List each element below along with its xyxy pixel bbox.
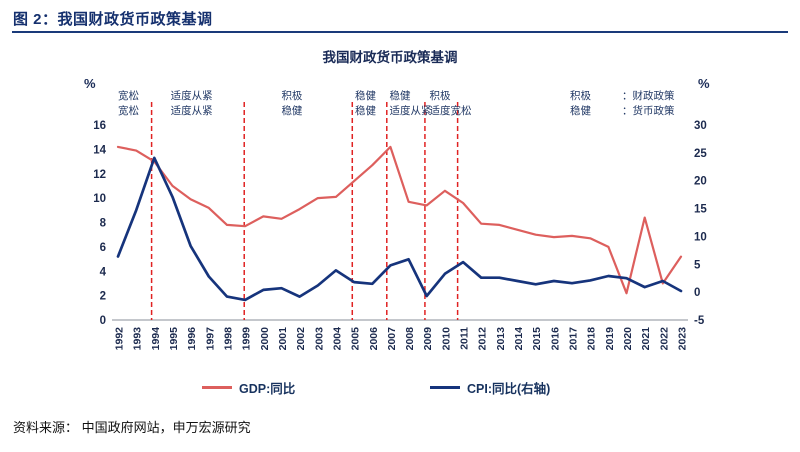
x-axis-year-label: 2023 <box>677 327 689 351</box>
x-axis-year-label: 2021 <box>640 327 652 351</box>
right-axis-unit: % <box>698 76 710 91</box>
x-axis-year-label: 1996 <box>186 327 198 351</box>
right-axis-tick-label: 20 <box>694 176 707 188</box>
gdp-yoy-line <box>116 145 683 295</box>
left-axis-tick-label: 8 <box>100 218 107 230</box>
x-axis-year-label: 2020 <box>622 327 634 351</box>
x-axis-year-label: 2013 <box>495 327 507 351</box>
x-axis-year-label: 1998 <box>222 327 234 351</box>
x-axis-year-label: 2010 <box>440 327 452 351</box>
x-axis-year-label: 2003 <box>313 327 325 351</box>
left-axis-tick-label: 6 <box>100 242 106 254</box>
x-axis-year-label: 2022 <box>658 327 670 351</box>
fiscal-policy-label: 宽松 <box>118 89 139 102</box>
x-axis-year-label: 2007 <box>386 327 398 351</box>
monetary-policy-label: 宽松 <box>118 104 139 117</box>
monetary-policy-label: 适度从紧 <box>171 104 213 117</box>
x-axis-year-label: 2011 <box>459 327 471 350</box>
x-axis-year-label: 1994 <box>150 327 162 351</box>
x-axis-year-label: 1995 <box>168 327 180 351</box>
x-axis-year-label: 2017 <box>568 327 580 351</box>
x-axis-year-label: 1992 <box>114 327 126 351</box>
cpi-yoy-line <box>116 156 683 302</box>
x-axis-year-label: 2018 <box>586 327 598 351</box>
policy-key-term: 稳健 <box>570 104 591 117</box>
x-axis-year-label: 2000 <box>259 327 271 351</box>
legend-item-cpi: CPI:同比(右轴) <box>430 378 550 397</box>
gdp-line-swatch <box>202 386 232 389</box>
x-axis-year-label: 2015 <box>531 327 543 351</box>
policy-key-term: 积极 <box>570 89 591 102</box>
right-axis-tick-label: 30 <box>694 120 707 132</box>
left-axis-tick-label: 0 <box>100 315 106 327</box>
source-note: 资料来源： 中国政府网站，申万宏源研究 <box>13 420 251 435</box>
right-axis-tick-label: -5 <box>694 315 705 327</box>
fiscal-policy-label: 积极 <box>429 89 450 102</box>
x-axis-year-label: 2002 <box>295 327 307 351</box>
x-axis-year-label: 2014 <box>513 327 525 351</box>
monetary-policy-label: 稳健 <box>355 104 376 117</box>
x-axis-year-label: 2006 <box>368 327 380 351</box>
monetary-policy-label: 适度从紧 <box>390 104 432 117</box>
fiscal-policy-label: 适度从紧 <box>171 89 213 102</box>
right-axis-tick-label: 5 <box>694 259 701 271</box>
policy-key-desc: ：货币政策 <box>622 104 675 117</box>
legend-label-cpi: CPI:同比(右轴) <box>467 382 551 396</box>
monetary-policy-label: 适度宽松 <box>429 104 471 117</box>
x-axis-year-label: 2009 <box>422 327 434 351</box>
left-axis-tick-label: 4 <box>100 266 107 278</box>
left-axis-tick-label: 16 <box>93 120 106 132</box>
right-axis-tick-label: 10 <box>694 231 707 243</box>
x-axis-year-label: 2008 <box>404 327 416 351</box>
legend-label-gdp: GDP:同比 <box>239 382 296 396</box>
left-axis-tick-label: 2 <box>100 291 106 303</box>
x-axis-year-label: 1993 <box>132 327 144 351</box>
header-divider <box>12 31 788 33</box>
figure-title: 图 2：我国财政货币政策基调 <box>13 11 213 28</box>
left-axis-tick-label: 10 <box>93 193 106 205</box>
fiscal-policy-label: 稳健 <box>390 89 411 102</box>
left-axis-tick-label: 12 <box>93 169 106 181</box>
right-axis-tick-label: 25 <box>694 148 707 160</box>
fiscal-policy-label: 积极 <box>281 89 302 102</box>
left-axis-unit: % <box>84 76 96 91</box>
x-axis-year-label: 2012 <box>477 327 489 351</box>
x-axis-year-label: 2005 <box>350 327 362 351</box>
x-axis-year-label: 2004 <box>331 327 343 351</box>
x-axis-year-label: 2019 <box>604 327 616 351</box>
policy-key-desc: ：财政政策 <box>622 89 675 102</box>
left-axis-tick-label: 14 <box>93 144 106 156</box>
chart-title: 我国财政货币政策基调 <box>322 50 458 65</box>
x-axis-year-label: 2001 <box>277 327 289 351</box>
x-axis-year-label: 2016 <box>549 327 561 351</box>
right-axis-tick-label: 0 <box>694 287 700 299</box>
legend-item-gdp: GDP:同比 <box>202 378 295 397</box>
fiscal-policy-label: 稳健 <box>355 89 376 102</box>
x-axis-year-label: 1997 <box>204 327 216 351</box>
monetary-policy-label: 稳健 <box>281 104 302 117</box>
x-axis-year-label: 1999 <box>241 327 253 351</box>
cpi-line-swatch <box>430 386 460 389</box>
right-axis-tick-label: 15 <box>694 204 707 216</box>
